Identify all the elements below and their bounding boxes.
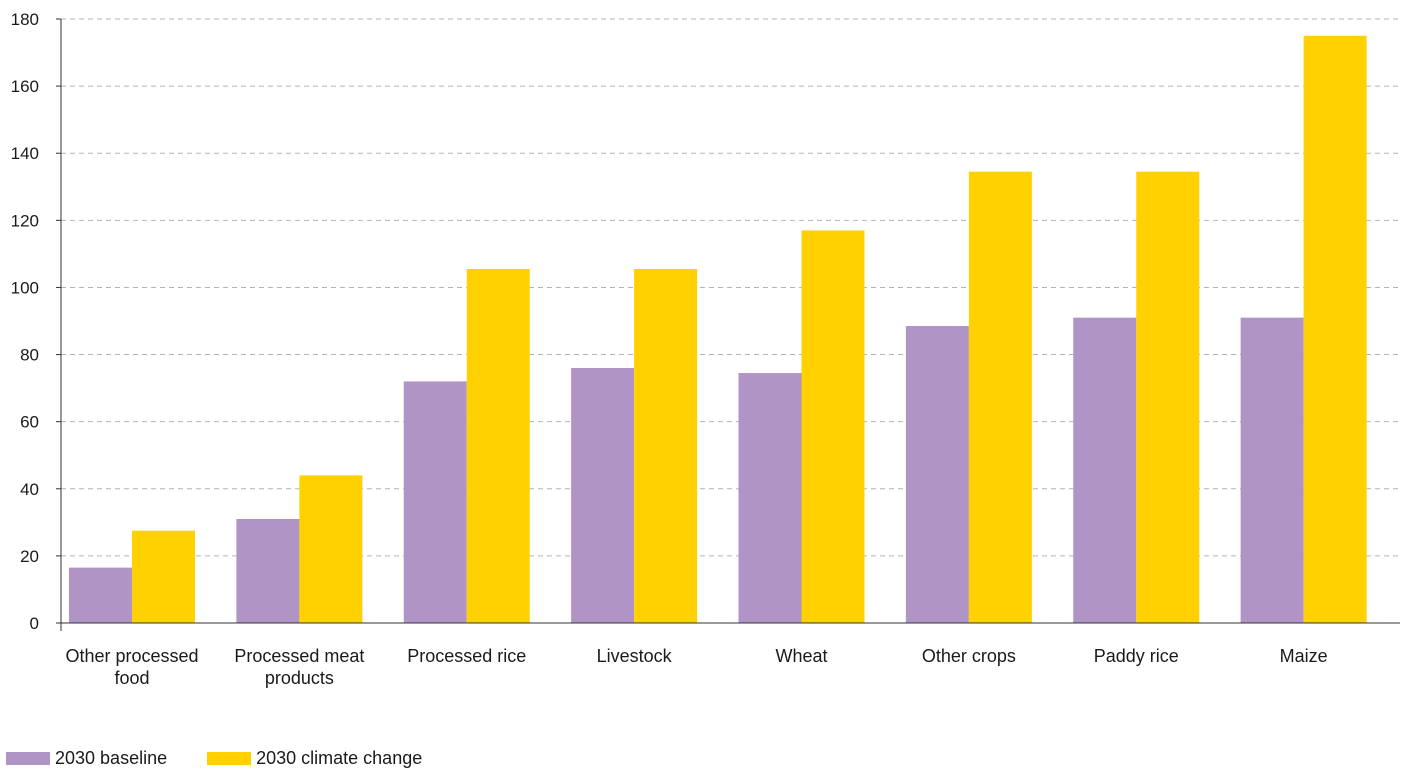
x-tick-label-line: Paddy rice — [1094, 646, 1179, 666]
x-tick-label-line: Livestock — [597, 646, 673, 666]
y-tick-label: 80 — [20, 346, 39, 365]
bar-climate-change — [968, 171, 1032, 623]
bar-baseline — [403, 381, 467, 623]
y-tick-label: 100 — [11, 278, 39, 297]
bar-baseline — [69, 567, 132, 623]
x-tick-label-line: food — [114, 668, 149, 688]
x-tick-label-line: Maize — [1280, 646, 1328, 666]
chart-area: 0 20 40 60 80 100 120 140 160 180 Other processed f… — [11, 10, 1400, 688]
bar-baseline — [571, 367, 635, 623]
bar-climate-change — [299, 475, 363, 623]
bar-baseline — [738, 373, 802, 623]
x-tick-label-line: Wheat — [775, 646, 827, 666]
x-tick-label: Other crops — [922, 646, 1016, 666]
bar-baseline — [236, 518, 300, 623]
bar-baseline — [1240, 317, 1304, 623]
y-tick-label: 40 — [20, 480, 39, 499]
y-tick-label: 60 — [20, 413, 39, 432]
legend: 2030 baseline 2030 climate change — [6, 748, 462, 768]
bar-climate-change — [1303, 35, 1367, 624]
bar-climate-change — [466, 268, 530, 623]
bar-climate-change — [801, 230, 865, 623]
legend-label-climate-change: 2030 climate change — [256, 747, 423, 768]
bar-baseline — [1073, 317, 1137, 623]
x-tick-label-line: Other processed — [65, 646, 198, 666]
x-tick-label: Processed rice — [407, 646, 526, 666]
x-tick-label: Other processed food — [65, 646, 198, 688]
y-tick-label: 160 — [11, 77, 39, 96]
legend-item-climate-change: 2030 climate change — [207, 748, 422, 769]
x-tick-label: Processed meat products — [234, 646, 364, 688]
y-tick-label: 180 — [11, 10, 39, 29]
x-tick-label: Paddy rice — [1094, 646, 1179, 666]
x-tick-label-line: Processed rice — [407, 646, 526, 666]
legend-item-baseline: 2030 baseline — [6, 748, 167, 769]
legend-swatch-climate-change — [207, 751, 252, 765]
x-tick-label-line: Other crops — [922, 646, 1016, 666]
x-tick-label: Wheat — [775, 646, 827, 666]
y-tick-label: 20 — [20, 547, 39, 566]
y-tick-label: 0 — [30, 614, 39, 633]
x-tick-label: Maize — [1280, 646, 1328, 666]
legend-label-baseline: 2030 baseline — [55, 747, 168, 768]
y-tick-label: 140 — [11, 144, 39, 163]
bar-climate-change — [1136, 171, 1200, 623]
bar-climate-change — [132, 530, 195, 623]
y-tick-label: 120 — [11, 211, 39, 230]
x-tick-label-line: products — [265, 668, 334, 688]
bar-climate-change — [634, 268, 698, 623]
x-tick-label-line: Processed meat — [234, 646, 364, 666]
bar-baseline — [905, 326, 969, 623]
bar-chart: 0 20 40 60 80 100 120 140 160 180 Other processed f… — [11, 10, 1400, 688]
legend-swatch-baseline — [6, 751, 50, 765]
x-tick-label: Livestock — [597, 646, 673, 666]
